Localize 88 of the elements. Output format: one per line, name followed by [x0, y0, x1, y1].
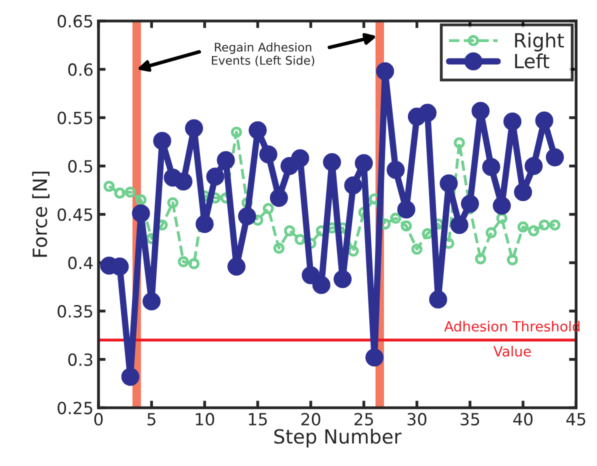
point [460, 194, 479, 213]
point [322, 153, 342, 172]
y-tick-label: 0.4 [68, 256, 93, 270]
point [450, 216, 468, 234]
y-tick-label: 0.6 [68, 63, 93, 76]
point [376, 62, 394, 80]
point [472, 102, 490, 120]
point [248, 121, 267, 140]
x-tick-label: 15 [248, 413, 267, 426]
point [440, 174, 458, 192]
point [124, 186, 136, 198]
point [390, 212, 402, 224]
point [538, 219, 550, 231]
point [524, 156, 543, 176]
x-tick-label: 10 [196, 412, 214, 426]
x-tick-label: 25 [354, 412, 373, 426]
y-tick-label: 0.55 [58, 112, 92, 124]
y-tick-label: 0.45 [58, 208, 92, 221]
point [132, 204, 150, 222]
point [227, 258, 246, 276]
point [486, 227, 497, 238]
point [454, 137, 465, 148]
point [259, 145, 278, 164]
point [262, 203, 274, 214]
point [475, 253, 486, 264]
point [135, 194, 147, 206]
point [188, 258, 200, 270]
y-tick-label: 0.3 [68, 353, 92, 366]
point [535, 112, 554, 130]
point [354, 154, 373, 172]
point [348, 246, 359, 257]
y-tick-label: 0.5 [68, 160, 92, 173]
point [206, 168, 224, 186]
x-tick-label: 35 [460, 412, 480, 426]
y-tick-label: 0.25 [58, 402, 92, 414]
point [167, 197, 178, 208]
point [528, 225, 540, 236]
point [174, 172, 192, 191]
x-tick-label: 30 [408, 412, 426, 426]
point [514, 183, 532, 202]
point [506, 254, 518, 266]
x-tick-label: 20 [301, 412, 320, 426]
x-tick-label: 45 [566, 413, 586, 426]
point [216, 151, 235, 170]
point [365, 348, 384, 366]
point [496, 212, 508, 224]
point [238, 207, 256, 226]
point [178, 256, 189, 268]
annotation: Regain Adhesion Events (Left Side) [212, 42, 314, 66]
point [273, 242, 284, 254]
point [546, 148, 564, 166]
y-tick-label: 0.35 [58, 305, 92, 318]
point [291, 149, 310, 168]
point [429, 290, 448, 308]
x-tick-label: 40 [513, 412, 533, 426]
point [549, 219, 560, 231]
point [312, 276, 330, 294]
point [294, 234, 306, 246]
point [411, 244, 422, 255]
y-tick-label: 0.65 [58, 14, 92, 28]
point [284, 225, 296, 236]
point [418, 104, 437, 122]
point [104, 180, 115, 192]
point [397, 200, 416, 219]
point [503, 112, 522, 131]
x-tick-label: 5 [148, 413, 156, 426]
point [142, 292, 161, 310]
point [400, 220, 412, 232]
legend-label: Right [515, 32, 564, 52]
point [270, 188, 288, 207]
point [114, 188, 126, 199]
point [482, 158, 500, 176]
point [184, 119, 204, 138]
legend-label: Left [515, 53, 550, 68]
point [334, 270, 352, 288]
point [517, 221, 529, 232]
y-axis-title: Force [N] [32, 172, 50, 257]
x-axis-title: Step Number [274, 428, 402, 448]
point [344, 176, 362, 194]
point [492, 196, 511, 215]
point [230, 126, 242, 138]
point [196, 215, 214, 234]
point [386, 160, 405, 179]
x-tick-label: 0 [94, 412, 103, 426]
point [302, 266, 320, 284]
point [252, 214, 264, 226]
point [153, 132, 172, 150]
point [121, 368, 140, 386]
